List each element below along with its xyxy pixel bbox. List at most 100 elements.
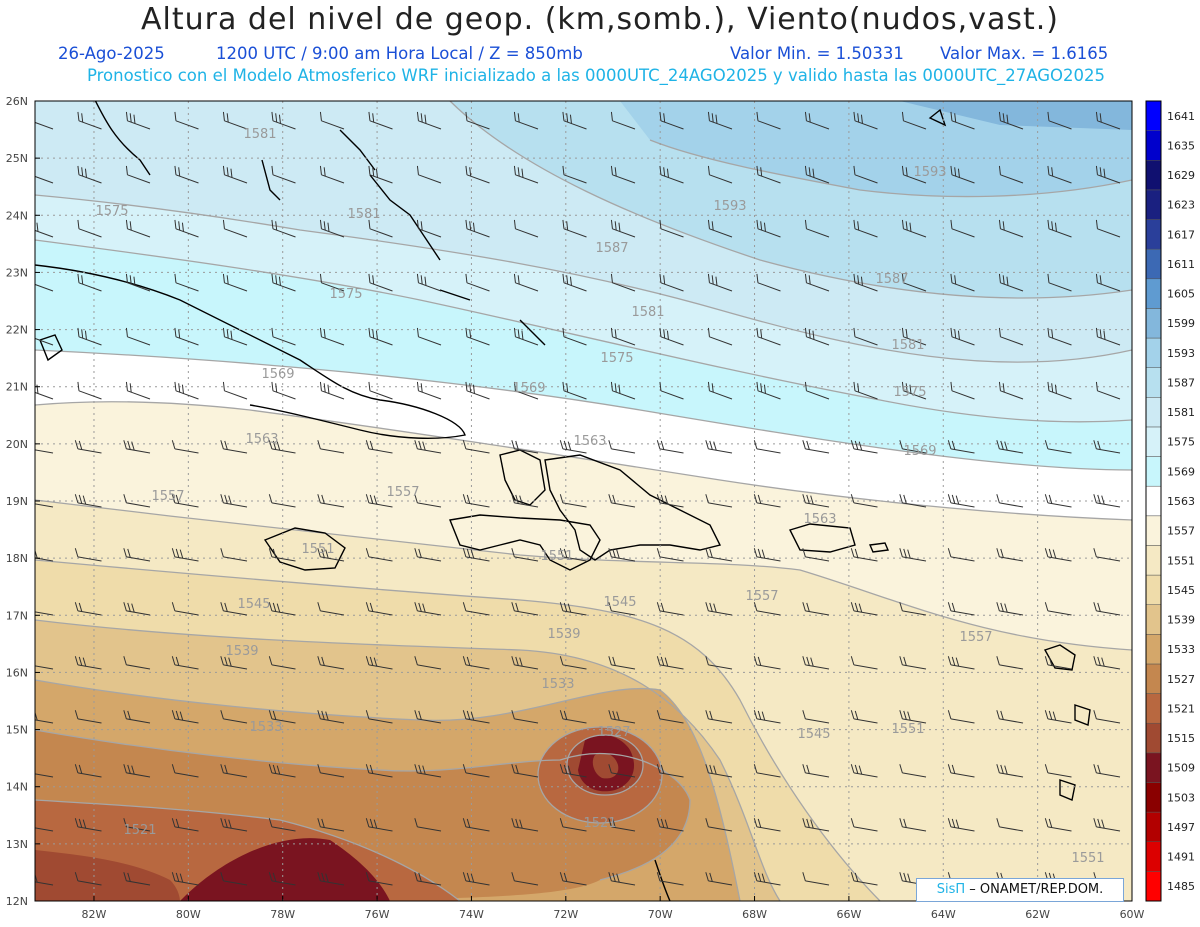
contour-label: 1587 — [875, 272, 908, 287]
colorbar-label: 1533 — [1167, 643, 1195, 656]
contour-label: 1521 — [123, 823, 156, 838]
latitude-label: 18N — [6, 552, 28, 565]
grid-lines — [35, 101, 1132, 901]
contour-label: 1557 — [151, 489, 184, 504]
contour-label: 1551 — [540, 549, 573, 564]
longitude-labels: 82W 80W 78W 76W 74W 72W 70W 68W 66W 64W 62W 60W — [82, 896, 1145, 921]
latitude-label: 24N — [6, 209, 28, 222]
longitude-label: 70W — [648, 908, 673, 921]
colorbar-label: 1515 — [1167, 732, 1195, 745]
colorbar-swatch — [1145, 693, 1162, 724]
colorbar-swatch — [1145, 278, 1162, 309]
colorbar-swatch — [1145, 604, 1162, 635]
contour-label: 1569 — [903, 444, 936, 459]
colorbar-label: 1539 — [1167, 614, 1195, 627]
contour-label: 1569 — [261, 367, 294, 382]
latitude-label: 22N — [6, 324, 28, 337]
colorbar-label: 1503 — [1167, 791, 1195, 804]
longitude-label: 82W — [82, 908, 107, 921]
colorbar-label: 1581 — [1167, 406, 1195, 419]
contour-label: 1563 — [245, 432, 278, 447]
colorbar-label: 1593 — [1167, 347, 1195, 360]
credit-org: – ONAMET/REP.DOM. — [969, 882, 1104, 897]
colorbar-label: 1617 — [1167, 228, 1195, 241]
contour-label: 1545 — [603, 595, 636, 610]
colorbar-swatch — [1145, 811, 1162, 842]
latitude-label: 13N — [6, 838, 28, 851]
forecast-time-level: 1200 UTC / 9:00 am Hora Local / Z = 850m… — [216, 44, 583, 63]
contour-label: 1581 — [243, 127, 276, 142]
colorbar-swatch — [1145, 782, 1162, 813]
colorbar-swatch — [1145, 485, 1162, 517]
longitude-label: 76W — [365, 908, 390, 921]
longitude-label: 60W — [1120, 908, 1145, 921]
colorbar-swatch — [1145, 456, 1162, 487]
coastlines — [35, 101, 1091, 901]
longitude-label: 74W — [459, 908, 484, 921]
latitude-label: 26N — [6, 95, 28, 108]
colorbar-swatch — [1145, 219, 1162, 250]
colorbar-label: 1563 — [1167, 495, 1195, 508]
contour-label: 1569 — [512, 381, 545, 396]
colorbar-label: 1641 — [1167, 110, 1195, 123]
colorbar-swatch — [1145, 426, 1162, 457]
contour-label: 1575 — [95, 204, 128, 219]
latitude-label: 23N — [6, 266, 28, 279]
colorbar-swatch — [1145, 337, 1162, 368]
map-title: Altura del nivel de geop. (km,somb.), Vi… — [141, 2, 1059, 37]
longitude-label: 80W — [176, 908, 201, 921]
colorbar-label: 1545 — [1167, 584, 1195, 597]
colorbar-swatch — [1145, 545, 1162, 576]
contour-label: 1539 — [225, 644, 258, 659]
wind-barbs — [35, 111, 1121, 886]
colorbar-label: 1611 — [1167, 258, 1195, 271]
max-value: Valor Max. = 1.6165 — [940, 44, 1109, 63]
colorbar-swatch — [1145, 841, 1162, 872]
longitude-label: 78W — [270, 908, 295, 921]
colorbar-swatch — [1145, 100, 1162, 131]
colorbar-label: 1527 — [1167, 673, 1195, 686]
colorbar-label: 1557 — [1167, 525, 1195, 538]
colorbar-swatch — [1145, 871, 1162, 902]
contour-labels: 1581 1575 1581 1593 1593 1587 1587 1575 1581 1581… — [95, 127, 1104, 866]
colorbar-swatch — [1145, 248, 1162, 280]
contour-label: 1581 — [347, 207, 380, 222]
contour-label: 1587 — [595, 241, 628, 256]
contour-label: 1563 — [803, 512, 836, 527]
colorbar-swatch — [1145, 722, 1162, 754]
contour-label: 1533 — [249, 720, 282, 735]
colorbar-swatch — [1145, 752, 1162, 783]
contour-label: 1593 — [913, 165, 946, 180]
latitude-label: 14N — [6, 781, 28, 794]
longitude-label: 72W — [553, 908, 578, 921]
colorbar-swatch — [1145, 308, 1162, 339]
longitude-label: 64W — [931, 908, 956, 921]
latitude-label: 17N — [6, 609, 28, 622]
credit-brand: SisΠ — [936, 882, 966, 897]
latitude-label: 16N — [6, 666, 28, 679]
contour-label: 1557 — [959, 630, 992, 645]
colorbar-label: 1485 — [1167, 880, 1195, 893]
contour-label: 1575 — [329, 287, 362, 302]
colorbar-swatch — [1145, 367, 1162, 398]
model-info: Pronostico con el Modelo Atmosferico WRF… — [86, 66, 1106, 85]
contour-label: 1593 — [713, 199, 746, 214]
colorbar-label: 1491 — [1167, 851, 1195, 864]
contour-label: 1551 — [891, 722, 924, 737]
colorbar-swatch — [1145, 397, 1162, 428]
colorbar-swatch — [1145, 663, 1162, 694]
colorbar-label: 1569 — [1167, 465, 1195, 478]
colorbar-swatch — [1145, 160, 1162, 191]
contour-lines — [35, 101, 1132, 901]
latitude-label: 25N — [6, 152, 28, 165]
colorbar-label: 1509 — [1167, 762, 1195, 775]
colorbar-label: 1599 — [1167, 317, 1195, 330]
colorbar-label: 1587 — [1167, 376, 1195, 389]
contour-label: 1557 — [386, 485, 419, 500]
colorbar-swatch — [1145, 634, 1162, 665]
colorbar-swatch — [1145, 574, 1162, 605]
contour-label: 1527 — [597, 725, 630, 740]
colorbar-label: 1521 — [1167, 702, 1195, 715]
colorbar-label: 1605 — [1167, 288, 1195, 301]
